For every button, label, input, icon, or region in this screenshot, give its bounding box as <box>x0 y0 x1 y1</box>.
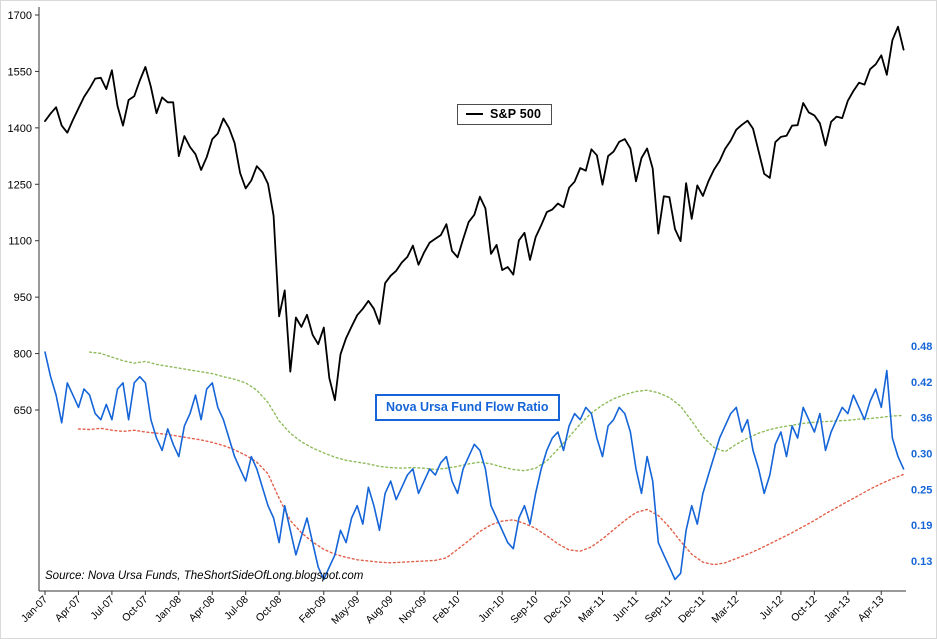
ratio-label-box: Nova Ursa Fund Flow Ratio <box>375 394 560 421</box>
source-note: Source: Nova Ursa Funds, TheShortSideOfL… <box>45 570 364 582</box>
sp500-line-icon <box>466 113 483 115</box>
sp500-legend: S&P 500 <box>457 104 553 125</box>
green-dotted-band-line <box>88 351 905 472</box>
x-axis-tick-label: Oct-08 <box>254 594 285 625</box>
right-axis-tick-label: 0.42 <box>911 377 932 389</box>
x-axis-tick-label: Mar-11 <box>576 594 608 626</box>
x-axis-tick-label: Jun-10 <box>476 594 507 625</box>
x-axis-tick-label: Dec-11 <box>676 594 708 626</box>
x-axis-tick-label: Oct-12 <box>789 594 820 625</box>
ratio-label: Nova Ursa Fund Flow Ratio <box>386 400 549 414</box>
x-axis-tick-label: Aug-09 <box>363 594 396 627</box>
right-axis-tick-label: 0.36 <box>911 413 932 425</box>
left-axis-tick-label: 1700 <box>8 10 32 22</box>
right-axis-tick-label: 0.30 <box>911 449 932 461</box>
left-axis-tick-label: 1550 <box>8 66 32 78</box>
left-axis-tick-label: 950 <box>14 292 32 304</box>
x-axis-tick-label: Sep-10 <box>508 594 541 627</box>
x-axis-tick-label: Mar-12 <box>709 594 741 626</box>
x-axis-tick-label: Dec-10 <box>542 594 575 627</box>
x-axis-tick-label: Apr-13 <box>856 594 887 625</box>
right-axis-tick-label: 0.19 <box>911 520 932 532</box>
x-axis-tick-label: Feb-10 <box>431 594 463 626</box>
x-axis-tick-label: Jan-07 <box>19 594 50 625</box>
x-axis-tick-label: Jan-08 <box>153 594 184 625</box>
x-axis-tick-label: Feb-09 <box>297 594 329 626</box>
x-axis-tick-label: Jul-07 <box>88 594 117 623</box>
left-axis-tick-label: 1100 <box>8 236 32 248</box>
x-axis-tick-label: Jul-12 <box>757 594 786 623</box>
x-axis-tick-label: Jul-08 <box>222 594 251 623</box>
nova-ursa-fund-flow-ratio-line <box>44 351 905 581</box>
red-dotted-band-line <box>77 427 905 566</box>
sp500-line <box>44 25 905 402</box>
x-axis-tick-label: May-09 <box>329 594 362 627</box>
x-axis-tick-label: Apr-07 <box>53 594 84 625</box>
right-axis-tick-label: 0.13 <box>911 556 932 568</box>
x-axis-tick-label: Apr-08 <box>187 594 218 625</box>
x-axis-tick-label: Nov-09 <box>397 594 430 627</box>
left-axis-tick-label: 1250 <box>8 179 32 191</box>
left-axis-tick-label: 800 <box>14 349 32 361</box>
x-axis-tick-label: Sep-11 <box>643 594 675 626</box>
x-axis-tick-label: Oct-07 <box>120 594 151 625</box>
right-axis-tick-label: 0.48 <box>911 341 932 353</box>
sp500-legend-label: S&P 500 <box>490 107 542 121</box>
x-axis-tick-label: Jun-11 <box>610 594 641 625</box>
left-axis-tick-label: 650 <box>14 405 32 417</box>
x-axis-tick-label: Jan-13 <box>822 594 853 625</box>
right-axis-tick-label: 0.25 <box>911 484 932 496</box>
left-axis-tick-label: 1400 <box>8 123 32 135</box>
